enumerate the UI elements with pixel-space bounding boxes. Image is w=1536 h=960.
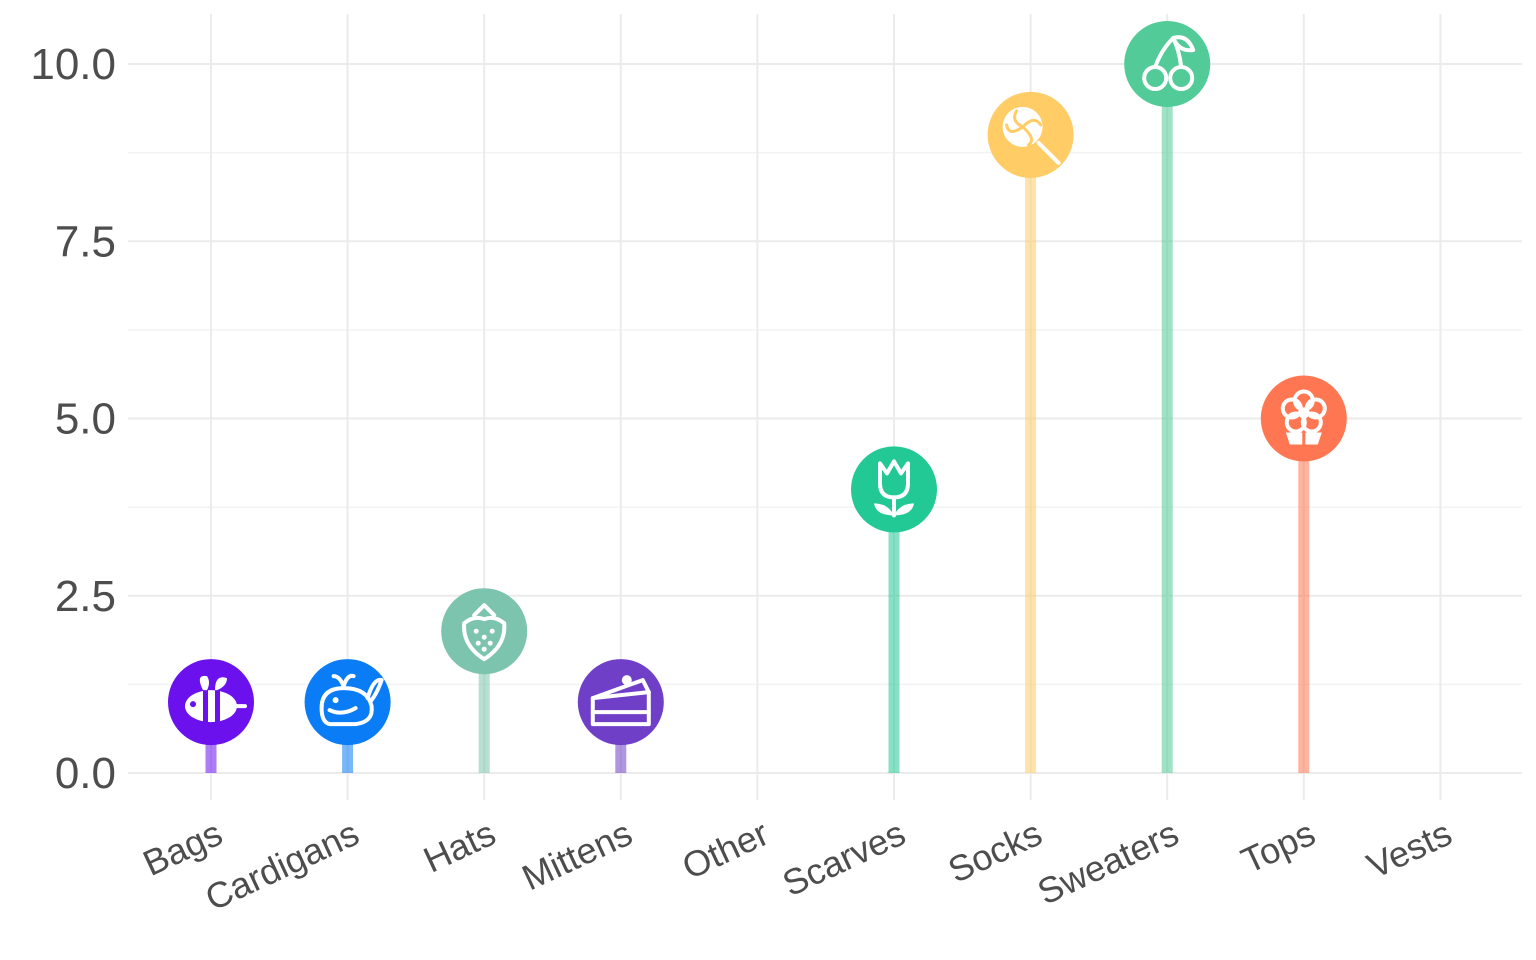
lollipop-head-circle xyxy=(1124,21,1211,107)
lollipop-head-circle xyxy=(577,659,664,746)
x-tick-label: Sweaters xyxy=(1031,812,1184,913)
lollipop-head-circle xyxy=(304,659,391,746)
lollipop-head-circle xyxy=(851,446,937,533)
bee-icon xyxy=(185,675,247,723)
flower-icon xyxy=(1280,389,1327,445)
y-tick-label: 10.0 xyxy=(30,40,116,89)
x-tick-label: Hats xyxy=(417,812,501,880)
lollipop-head xyxy=(304,659,391,746)
x-tick-label: Mittens xyxy=(516,812,639,898)
x-tick-label: Other xyxy=(676,812,775,887)
y-tick-label: 5.0 xyxy=(55,395,116,444)
x-tick-label: Tops xyxy=(1235,812,1321,881)
lollipop-head xyxy=(441,588,528,675)
x-tick-label: Scarves xyxy=(776,812,911,904)
y-tick-label: 2.5 xyxy=(55,572,116,621)
lollipop-head-circle xyxy=(441,588,528,675)
whale-icon xyxy=(319,673,384,727)
lollipop-head xyxy=(851,446,937,533)
x-tick-label: Vests xyxy=(1361,812,1458,886)
lollipop-head xyxy=(1124,21,1211,107)
y-axis-tick-labels: 0.0 2.5 5.0 7.5 10.0 xyxy=(30,40,116,798)
cake-icon xyxy=(590,675,651,727)
y-tick-label: 0.0 xyxy=(55,749,116,798)
lollipop-head xyxy=(1260,375,1347,462)
lollipop-heads xyxy=(168,21,1347,746)
tulip-icon xyxy=(874,459,914,518)
lollipop-head xyxy=(987,91,1074,178)
x-tick-label: Cardigans xyxy=(199,812,365,919)
lollipop-head xyxy=(168,659,254,746)
minor-gridlines xyxy=(128,151,1522,686)
lollipop-icon xyxy=(1002,106,1061,165)
cherry-icon xyxy=(1142,35,1196,91)
strawberry-icon xyxy=(462,603,507,662)
lollipop-head xyxy=(577,659,664,746)
y-tick-label: 7.5 xyxy=(55,217,116,266)
